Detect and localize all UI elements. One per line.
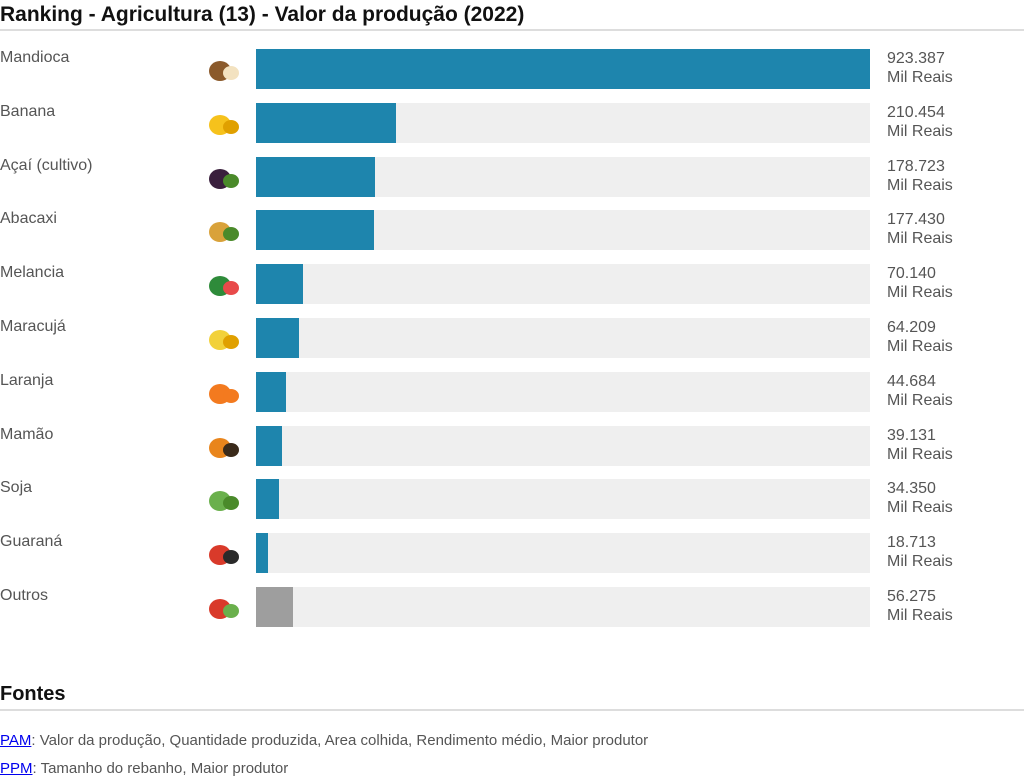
value-unit: Mil Reais (887, 176, 953, 194)
value-label: 44.684 Mil Reais (887, 372, 953, 410)
bar-track (256, 425, 870, 466)
pineapple-icon (209, 222, 239, 243)
value-unit: Mil Reais (887, 230, 953, 248)
fontes-heading: Fontes (0, 683, 66, 705)
guarana-icon (209, 545, 239, 566)
bar[interactable] (256, 156, 375, 197)
value-label: 210.454 Mil Reais (887, 103, 953, 141)
value-unit: Mil Reais (887, 284, 953, 302)
chart-row: Melancia 70.140 Mil Reais (0, 264, 1024, 318)
value-label: 70.140 Mil Reais (887, 264, 953, 302)
bar[interactable] (256, 102, 396, 143)
category-label: Mandioca (0, 49, 70, 66)
value-unit: Mil Reais (887, 391, 953, 409)
mixed-produce-icon (209, 599, 239, 619)
chart-row: Banana 210.454 Mil Reais (0, 102, 1024, 157)
chart-row: Maracujá 64.209 Mil Reais (0, 318, 1024, 372)
chart-row: Açaí (cultivo) 178.723 Mil Reais (0, 156, 1024, 211)
ppm-link[interactable]: PPM (0, 760, 33, 777)
value-label: 923.387 Mil Reais (887, 49, 953, 87)
value-number: 34.350 (887, 480, 936, 498)
fontes-divider (0, 709, 1024, 711)
chart-row: Mandioca 923.387 Mil Reais (0, 49, 1024, 103)
papaya-icon (209, 437, 239, 458)
value-number: 210.454 (887, 103, 945, 121)
bar-track (256, 533, 870, 574)
value-number: 177.430 (887, 211, 945, 229)
bar[interactable] (256, 49, 870, 89)
value-label: 64.209 Mil Reais (887, 318, 953, 356)
bar[interactable] (256, 479, 279, 520)
category-label: Açaí (cultivo) (0, 156, 93, 174)
bar[interactable] (256, 533, 269, 574)
acai-icon (209, 168, 239, 189)
chart-row: Abacaxi 177.430 Mil Reais (0, 210, 1024, 264)
value-label: 18.713 Mil Reais (887, 533, 953, 571)
chart-row: Laranja 44.684 Mil Reais (0, 371, 1024, 426)
bar[interactable] (256, 318, 299, 358)
value-number: 70.140 (887, 265, 936, 283)
value-number: 39.131 (887, 426, 936, 444)
value-unit: Mil Reais (887, 499, 953, 517)
value-unit: Mil Reais (887, 122, 953, 140)
value-unit: Mil Reais (887, 553, 953, 571)
pam-description: : Valor da produção, Quantidade produzid… (31, 732, 649, 749)
pam-link[interactable]: PAM (0, 732, 32, 749)
orange-icon (209, 383, 239, 404)
bar-track (256, 318, 870, 358)
chart-row: Mamão 39.131 Mil Reais (0, 425, 1024, 480)
value-unit: Mil Reais (887, 69, 953, 86)
bar-track (256, 210, 870, 251)
value-number: 56.275 (887, 588, 936, 605)
chart-row: Guaraná 18.713 Mil Reais (0, 533, 1024, 587)
passion-fruit-icon (209, 330, 239, 350)
page-title: Ranking - Agricultura (13) - Valor da pr… (0, 3, 525, 26)
category-label: Abacaxi (0, 210, 57, 228)
chart-row: Soja 34.350 Mil Reais (0, 479, 1024, 533)
bar[interactable] (256, 210, 374, 251)
category-label: Soja (0, 479, 33, 497)
value-number: 44.684 (887, 372, 936, 390)
cassava-icon (209, 61, 239, 81)
value-unit: Mil Reais (887, 445, 953, 463)
value-label: 56.275 Mil Reais (887, 587, 953, 625)
bar-track (256, 264, 870, 305)
banana-icon (209, 114, 239, 135)
chart-row: Outros 56.275 Mil Reais (0, 587, 1024, 641)
category-label: Laranja (0, 371, 54, 389)
value-number: 178.723 (887, 157, 945, 175)
bar[interactable] (256, 264, 303, 305)
watermelon-icon (209, 276, 239, 297)
value-unit: Mil Reais (887, 607, 953, 624)
bar[interactable] (256, 587, 294, 627)
source-pam: PAM: Valor da produção, Quantidade produ… (0, 732, 648, 749)
bar-track (256, 371, 870, 412)
category-label: Outros (0, 587, 49, 604)
category-label: Maracujá (0, 318, 66, 335)
value-unit: Mil Reais (887, 338, 953, 355)
bar-track (256, 49, 870, 89)
source-ppm: PPM: Tamanho do rebanho, Maior produtor (0, 760, 288, 777)
title-divider (0, 29, 1024, 31)
value-number: 64.209 (887, 319, 936, 336)
value-number: 18.713 (887, 534, 936, 552)
bar-track (256, 479, 870, 520)
bar[interactable] (256, 371, 286, 412)
bar-track (256, 587, 870, 627)
value-number: 923.387 (887, 50, 945, 67)
category-label: Melancia (0, 264, 65, 282)
bar-track (256, 156, 870, 197)
value-label: 177.430 Mil Reais (887, 210, 953, 248)
ppm-description: : Tamanho do rebanho, Maior produtor (32, 760, 289, 777)
category-label: Banana (0, 102, 56, 120)
value-label: 34.350 Mil Reais (887, 479, 953, 517)
category-label: Mamão (0, 425, 54, 443)
bar-track (256, 102, 870, 143)
value-label: 178.723 Mil Reais (887, 157, 953, 195)
soybean-icon (209, 491, 239, 512)
value-label: 39.131 Mil Reais (887, 426, 953, 464)
category-label: Guaraná (0, 533, 63, 551)
bar[interactable] (256, 425, 283, 466)
